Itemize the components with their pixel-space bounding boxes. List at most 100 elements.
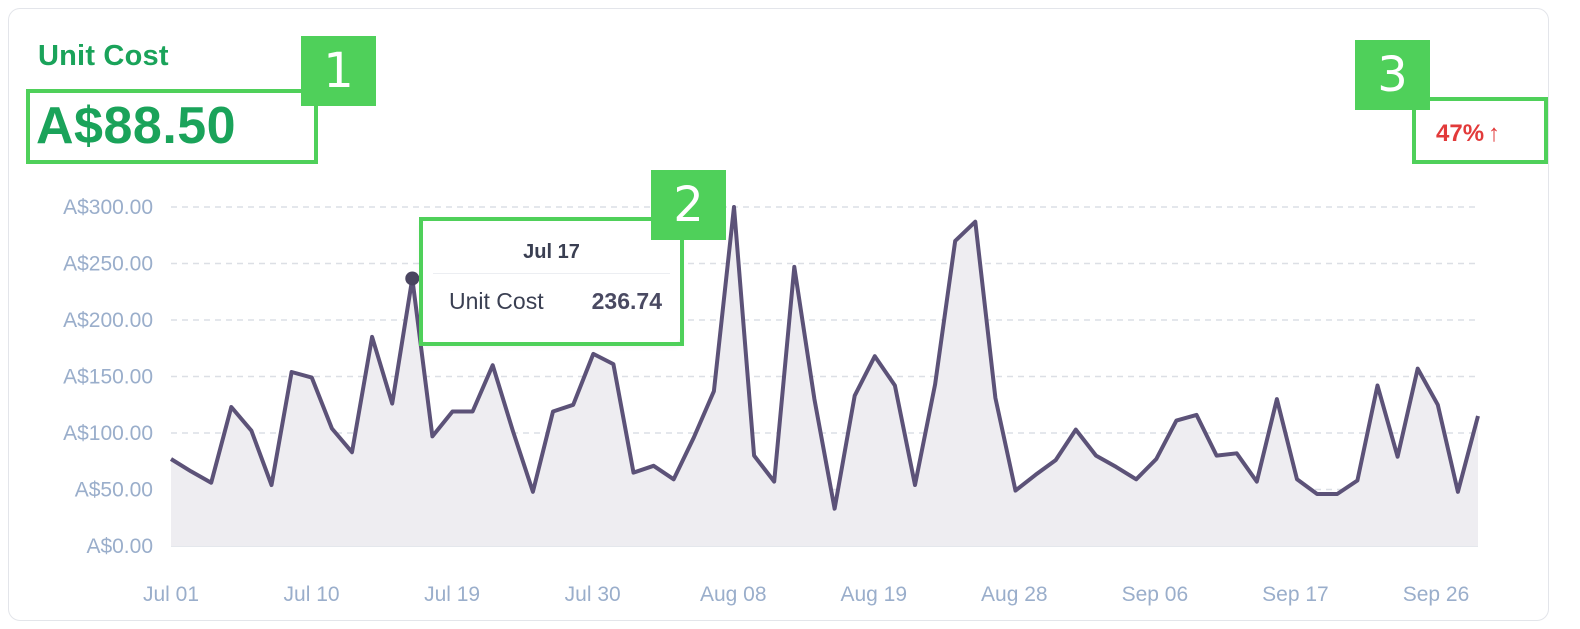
data-point[interactable] xyxy=(327,423,337,433)
x-tick-label: Jul 01 xyxy=(143,583,199,606)
data-point[interactable] xyxy=(186,466,196,476)
data-point[interactable] xyxy=(890,381,900,391)
data-point[interactable] xyxy=(1151,454,1161,464)
arrow-up-icon: ↑ xyxy=(1488,120,1501,147)
x-tick-label: Aug 19 xyxy=(840,583,907,606)
tooltip-date: Jul 17 xyxy=(523,241,580,263)
y-axis-labels: A$0.00 A$50.00 A$100.00 A$150.00 A$200.00 A$2… xyxy=(63,196,153,558)
data-point[interactable] xyxy=(1332,489,1342,499)
data-point[interactable] xyxy=(1292,474,1302,484)
data-point[interactable] xyxy=(970,217,980,227)
data-point[interactable] xyxy=(1312,489,1322,499)
data-point[interactable] xyxy=(1473,411,1483,421)
data-points[interactable] xyxy=(166,202,1483,514)
annotation-label-1: 1 xyxy=(301,36,376,106)
data-point[interactable] xyxy=(1393,452,1403,462)
x-axis-labels: Jul 01 Jul 10 Jul 19 Jul 30 Aug 08 Aug 19 Aug … xyxy=(143,583,1469,606)
data-point[interactable] xyxy=(307,373,317,383)
data-point[interactable] xyxy=(608,359,618,369)
series-line xyxy=(169,205,1480,511)
data-point[interactable] xyxy=(548,407,558,417)
y-tick-label: A$300.00 xyxy=(63,196,153,219)
y-tick-label: A$200.00 xyxy=(63,309,153,332)
data-point[interactable] xyxy=(789,262,799,272)
data-point[interactable] xyxy=(568,400,578,410)
data-point[interactable] xyxy=(1131,474,1141,484)
y-tick-label: A$0.00 xyxy=(86,535,153,558)
x-tick-label: Sep 06 xyxy=(1122,583,1189,606)
data-point[interactable] xyxy=(1352,475,1362,485)
x-tick-label: Jul 19 xyxy=(424,583,480,606)
y-tick-label: A$50.00 xyxy=(75,479,153,502)
data-point[interactable] xyxy=(1252,477,1262,487)
data-point[interactable] xyxy=(588,349,598,359)
data-point[interactable] xyxy=(488,360,498,370)
data-point[interactable] xyxy=(166,454,176,464)
x-tick-label: Jul 30 xyxy=(565,583,621,606)
data-point[interactable] xyxy=(628,468,638,478)
chart-tooltip: Jul 17 Unit Cost 236.74 xyxy=(423,221,680,342)
data-point[interactable] xyxy=(267,480,277,490)
x-tick-label: Jul 10 xyxy=(284,583,340,606)
data-point[interactable] xyxy=(1191,410,1201,420)
highlighted-point[interactable] xyxy=(405,271,420,286)
y-tick-label: A$150.00 xyxy=(63,366,153,389)
data-point[interactable] xyxy=(387,399,397,409)
change-badge: 47% ↑ xyxy=(1436,120,1500,148)
data-point[interactable] xyxy=(1111,462,1121,472)
area-fill xyxy=(171,207,1478,546)
data-point[interactable] xyxy=(649,461,659,471)
data-point[interactable] xyxy=(468,407,478,417)
data-point[interactable] xyxy=(910,480,920,490)
data-point[interactable] xyxy=(226,402,236,412)
data-point[interactable] xyxy=(850,391,860,401)
data-point[interactable] xyxy=(809,394,819,404)
data-point[interactable] xyxy=(830,504,840,514)
data-point[interactable] xyxy=(206,478,216,488)
annotation-label-2: 2 xyxy=(651,170,726,240)
data-point[interactable] xyxy=(287,367,297,377)
data-point[interactable] xyxy=(448,407,458,417)
data-point[interactable] xyxy=(990,393,1000,403)
data-point[interactable] xyxy=(427,431,437,441)
data-point[interactable] xyxy=(1071,425,1081,435)
data-point[interactable] xyxy=(950,236,960,246)
data-point[interactable] xyxy=(769,477,779,487)
data-point[interactable] xyxy=(367,332,377,342)
data-point[interactable] xyxy=(870,351,880,361)
data-point[interactable] xyxy=(528,487,538,497)
x-tick-label: Aug 28 xyxy=(981,583,1048,606)
data-point[interactable] xyxy=(1212,451,1222,461)
data-point[interactable] xyxy=(1011,486,1021,496)
data-point[interactable] xyxy=(508,426,518,436)
data-point[interactable] xyxy=(1372,381,1382,391)
data-point[interactable] xyxy=(347,447,357,457)
x-tick-label: Aug 08 xyxy=(700,583,767,606)
x-tick-label: Sep 26 xyxy=(1403,583,1470,606)
data-point[interactable] xyxy=(930,379,940,389)
data-point[interactable] xyxy=(1031,470,1041,480)
data-point[interactable] xyxy=(749,451,759,461)
y-tick-label: A$250.00 xyxy=(63,253,153,276)
data-point[interactable] xyxy=(709,386,719,396)
tooltip-value: 236.74 xyxy=(591,288,662,314)
data-point[interactable] xyxy=(1171,416,1181,426)
data-point[interactable] xyxy=(1232,448,1242,458)
annotation-box-3 xyxy=(1412,97,1548,164)
data-point[interactable] xyxy=(1091,451,1101,461)
data-point[interactable] xyxy=(689,433,699,443)
data-point[interactable] xyxy=(669,474,679,484)
data-point[interactable] xyxy=(729,202,739,212)
data-point[interactable] xyxy=(246,426,256,436)
tooltip-series-name: Unit Cost xyxy=(449,288,544,314)
x-tick-label: Sep 17 xyxy=(1262,583,1329,606)
annotation-box-1 xyxy=(26,89,318,164)
data-point[interactable] xyxy=(1433,400,1443,410)
change-percent: 47% xyxy=(1436,120,1485,147)
data-point[interactable] xyxy=(1453,487,1463,497)
data-point[interactable] xyxy=(1051,455,1061,465)
data-point[interactable] xyxy=(1413,364,1423,374)
data-point[interactable] xyxy=(1272,394,1282,404)
annotation-label-3: 3 xyxy=(1355,40,1430,110)
